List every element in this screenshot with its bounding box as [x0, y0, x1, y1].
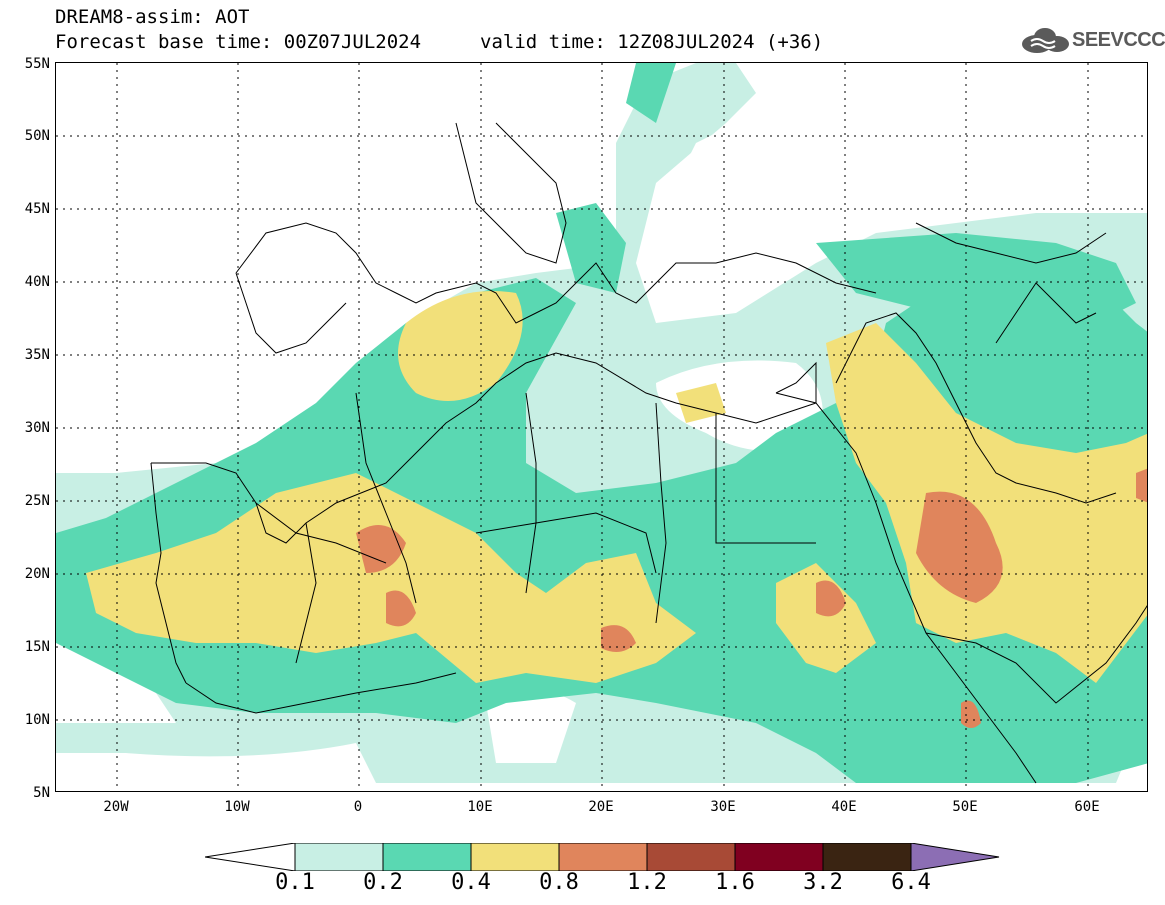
- lat-label: 10N: [24, 712, 50, 728]
- colorbar-bin: [382, 843, 472, 871]
- aot-field-0.8-1.2: [356, 468, 1147, 728]
- lon-label: 20W: [103, 799, 129, 815]
- colorbar-label: 0.2: [363, 870, 403, 895]
- lat-label: 35N: [24, 347, 50, 363]
- colorbar-label: 0.8: [539, 870, 579, 895]
- colorbar-label: 0.4: [451, 870, 491, 895]
- lat-label: 50N: [24, 128, 50, 144]
- logo-text: SEEVCCC: [1072, 29, 1165, 51]
- colorbar-label: 1.2: [627, 870, 667, 895]
- lon-label: 10E: [467, 799, 493, 815]
- lat-label: 40N: [24, 274, 50, 290]
- lon-label: 30E: [710, 799, 736, 815]
- lat-label: 55N: [24, 56, 50, 72]
- colorbar-bin: [734, 843, 824, 871]
- valid-time: valid time: 12Z08JUL2024 (+36): [480, 31, 824, 53]
- colorbar-under-arrow: [205, 843, 296, 871]
- forecast-base-time: Forecast base time: 00Z07JUL2024: [55, 31, 422, 53]
- coastlines: [150, 122, 1147, 784]
- colorbar-label: 1.6: [715, 870, 755, 895]
- colorbar-label: 0.1: [275, 870, 315, 895]
- lat-label: 45N: [24, 201, 50, 217]
- colorbar-bin: [822, 843, 912, 871]
- colorbar-bin: [558, 843, 648, 871]
- map-title: DREAM8-assim: AOT: [55, 6, 250, 28]
- colorbar-bin: [646, 843, 736, 871]
- seevccc-logo: [1022, 28, 1069, 53]
- colorbar-bin: [294, 843, 384, 871]
- colorbar-label: 3.2: [803, 870, 843, 895]
- graticule: [56, 63, 1147, 791]
- lat-label: 25N: [24, 493, 50, 509]
- lon-label: 50E: [952, 799, 978, 815]
- lon-label: 40E: [831, 799, 857, 815]
- lat-label: 15N: [24, 639, 50, 655]
- aot-map: [55, 62, 1148, 792]
- colorbar-over-arrow: [910, 843, 1000, 871]
- lon-label: 10W: [224, 799, 250, 815]
- lon-label: 20E: [588, 799, 614, 815]
- lat-label: 20N: [24, 566, 50, 582]
- lat-label: 5N: [33, 785, 50, 801]
- aot-field: [56, 63, 1147, 791]
- colorbar: [205, 843, 1000, 871]
- lon-label: 60E: [1074, 799, 1100, 815]
- colorbar-bin: [470, 843, 560, 871]
- lat-label: 30N: [24, 420, 50, 436]
- lon-label: 0: [353, 799, 363, 815]
- colorbar-label: 6.4: [891, 870, 931, 895]
